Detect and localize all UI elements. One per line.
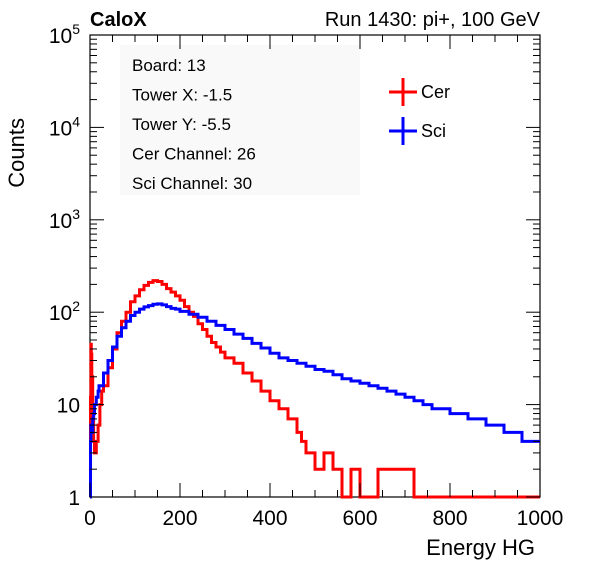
y-tick-label: 105	[49, 21, 80, 48]
info-line: Sci Channel: 30	[132, 174, 252, 193]
info-box-lines: Board: 13 Tower X: -1.5 Tower Y: -5.5 Cer C…	[132, 56, 256, 193]
info-box	[120, 45, 360, 195]
y-tick-exponent: 5	[72, 21, 80, 37]
info-line: Board: 13	[132, 56, 206, 75]
y-tick-base: 10	[49, 302, 72, 325]
y-tick-label: 103	[49, 206, 80, 233]
y-tick-base: 10	[49, 25, 72, 48]
x-tick-label: 200	[162, 507, 197, 530]
series-layer	[89, 279, 540, 499]
y-tick-label: 1	[68, 487, 80, 510]
y-tick-exponent: 3	[72, 206, 80, 222]
y-tick-base: 10	[49, 117, 72, 140]
series-sci-line	[89, 302, 540, 499]
y-tick-base: 10	[57, 395, 80, 418]
info-line: Cer Channel: 26	[132, 145, 256, 164]
legend-cer-label: Cer	[421, 82, 450, 102]
x-tick-label: 600	[342, 507, 377, 530]
x-axis-title: Energy HG	[426, 535, 535, 560]
y-tick-label: 10	[57, 395, 80, 418]
run-label: Run 1430: pi+, 100 GeV	[325, 9, 541, 31]
x-tick-label: 800	[432, 507, 467, 530]
legend-sci-label: Sci	[421, 121, 446, 141]
x-tick-label: 400	[252, 507, 287, 530]
y-tick-exponent: 4	[72, 113, 80, 129]
x-tick-label: 1000	[517, 507, 564, 530]
y-tick-label: 104	[49, 113, 80, 140]
legend: Cer Sci	[389, 78, 450, 145]
x-tick-label: 0	[84, 507, 96, 530]
series-cer-line	[89, 279, 540, 499]
y-tick-exponent: 2	[72, 298, 80, 314]
y-tick-base: 1	[68, 487, 80, 510]
y-tick-base: 10	[49, 210, 72, 233]
y-axis-title: Counts	[4, 118, 29, 188]
info-line: Tower X: -1.5	[132, 86, 232, 105]
experiment-label: CaloX	[90, 9, 147, 31]
y-tick-label: 102	[49, 298, 80, 325]
info-line: Tower Y: -5.5	[132, 115, 231, 134]
